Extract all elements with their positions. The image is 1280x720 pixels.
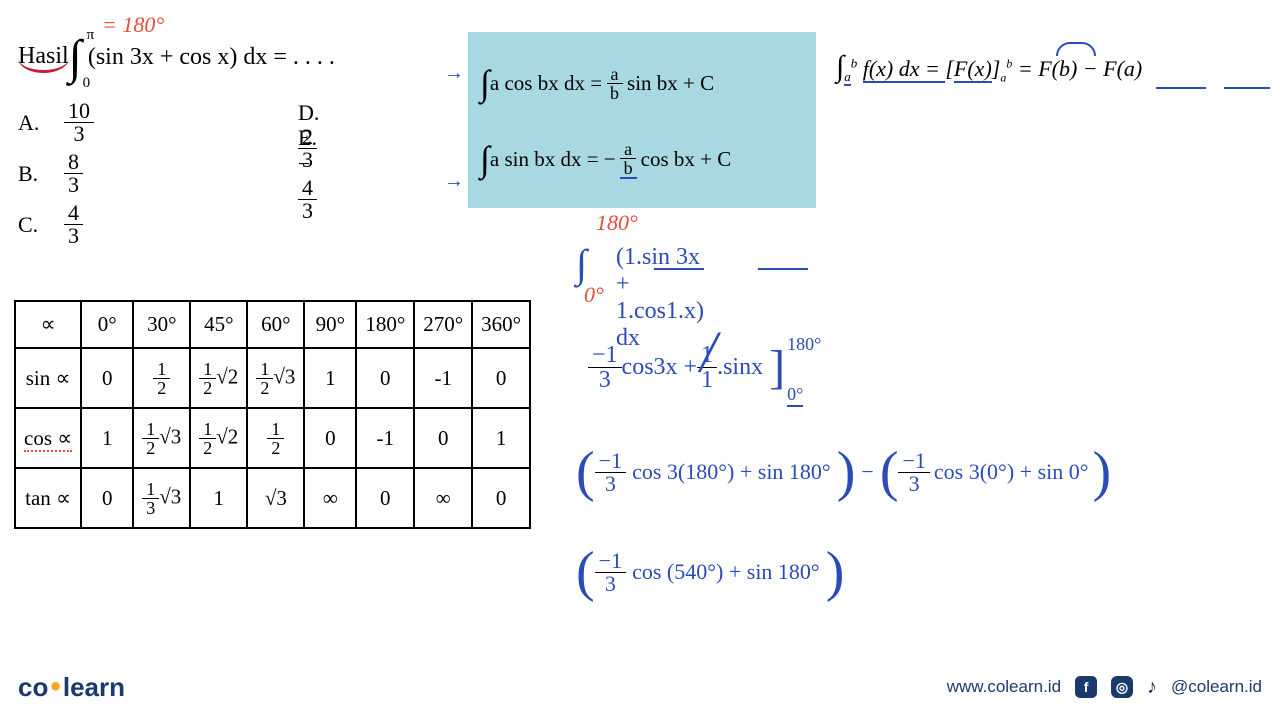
trig-cell: 12√2 <box>190 408 247 468</box>
formula-reference-box: ∫ a cos bx dx = ab sin bx + C ∫ a sin bx… <box>468 32 816 208</box>
table-header-row: ∝ 0° 30° 45° 60° 90° 180° 270° 360° <box>15 301 530 348</box>
trig-cell: 1 <box>81 408 133 468</box>
sin-formula-lhs: a sin bx dx = − <box>490 147 616 172</box>
facebook-icon: f <box>1075 676 1097 698</box>
trig-cell: 12√2 <box>190 348 247 408</box>
footer: co•learn www.colearn.id f ◎ ♪ @colearn.i… <box>18 670 1262 704</box>
integral-symbol: ∫ π 0 <box>69 30 82 85</box>
choice-a-label: A. <box>18 110 64 136</box>
trig-cell: 0 <box>356 468 414 528</box>
trig-values-table: ∝ 0° 30° 45° 60° 90° 180° 270° 360° sin … <box>14 300 531 529</box>
trig-cell: 12 <box>247 408 304 468</box>
sin-formula-rhs: cos bx + C <box>641 147 732 172</box>
trig-cell: ∞ <box>414 468 472 528</box>
choice-b-value: 83 <box>64 151 83 196</box>
table-header: 90° <box>304 301 356 348</box>
tiktok-icon: ♪ <box>1147 676 1157 699</box>
upper-limit: π <box>87 28 95 43</box>
red-annotation-180: = 180° <box>102 12 164 38</box>
question-block: Hasil ∫ π 0 (sin 3x + cos x) dx = . . . … <box>18 30 335 85</box>
trig-cell: -1 <box>414 348 472 408</box>
choice-c-value: 43 <box>64 202 83 247</box>
hasil-text: Hasil <box>18 43 69 73</box>
table-header: 45° <box>190 301 247 348</box>
cos-formula-lhs: a cos bx dx = <box>490 71 602 96</box>
arrow-to-sin: → <box>444 170 464 193</box>
row-label: tan ∝ <box>15 468 81 528</box>
table-header: 30° <box>133 301 190 348</box>
answer-choices: A. 103 D. 23 B. 83 E. − 43 C. 43 <box>18 100 94 253</box>
table-header: 360° <box>472 301 530 348</box>
choice-b-label: B. <box>18 161 64 187</box>
choice-e-value: 43 <box>298 177 317 222</box>
choice-e-label: E. <box>298 125 317 150</box>
trig-cell: 0 <box>304 408 356 468</box>
trig-cell: 1 <box>304 348 356 408</box>
trig-cell: 0 <box>356 348 414 408</box>
table-header: 270° <box>414 301 472 348</box>
trig-cell: 0 <box>81 468 133 528</box>
curve-indicator <box>1056 42 1096 56</box>
work-simplification: ( −13 cos (540°) + sin 180° ) <box>576 540 844 604</box>
table-row: sin ∝ 0 12 12√2 12√3 1 0 -1 0 <box>15 348 530 408</box>
work-antiderivative: −13 cos3x + 11 ╱ .sinx ] 180° 0° <box>588 340 785 395</box>
trig-cell: 1 <box>190 468 247 528</box>
cos-formula-rhs: sin bx + C <box>627 71 714 96</box>
choice-c-label: C. <box>18 212 64 238</box>
table-header: 180° <box>356 301 414 348</box>
arrow-to-cos: → <box>444 62 464 85</box>
trig-cell: √3 <box>247 468 304 528</box>
table-header: 60° <box>247 301 304 348</box>
ftc-formula: ∫ab f(x) dx = [F(x)]ab = F(b) − F(a) <box>836 50 1142 85</box>
trig-cell: 13√3 <box>133 468 190 528</box>
trig-cell: -1 <box>356 408 414 468</box>
trig-cell: 0 <box>81 348 133 408</box>
footer-url: www.colearn.id <box>947 677 1061 697</box>
table-row: cos ∝ 1 12√3 12√2 12 0 -1 0 1 <box>15 408 530 468</box>
trig-cell: 12√3 <box>133 408 190 468</box>
brand-logo: co•learn <box>18 670 125 704</box>
trig-cell: 0 <box>472 468 530 528</box>
footer-handle: @colearn.id <box>1171 677 1262 697</box>
row-label: cos ∝ <box>15 408 81 468</box>
trig-cell: ∞ <box>304 468 356 528</box>
choice-e-neg: − <box>298 151 310 176</box>
trig-cell: 12 <box>133 348 190 408</box>
choice-a-value: 103 <box>64 100 94 145</box>
integrand: (sin 3x + cos x) dx = . . . . <box>88 44 335 71</box>
choice-d-label: D. <box>298 100 319 125</box>
trig-cell: 12√3 <box>247 348 304 408</box>
trig-cell: 0 <box>414 408 472 468</box>
lower-limit: 0 <box>83 76 91 91</box>
instagram-icon: ◎ <box>1111 676 1133 698</box>
table-header: ∝ <box>15 301 81 348</box>
table-header: 0° <box>81 301 133 348</box>
trig-cell: 0 <box>472 348 530 408</box>
work-substitution: ( −13 cos 3(180°) + sin 180° ) − ( −13 c… <box>576 440 1111 504</box>
trig-cell: 1 <box>472 408 530 468</box>
table-row: tan ∝ 0 13√3 1 √3 ∞ 0 ∞ 0 <box>15 468 530 528</box>
row-label: sin ∝ <box>15 348 81 408</box>
